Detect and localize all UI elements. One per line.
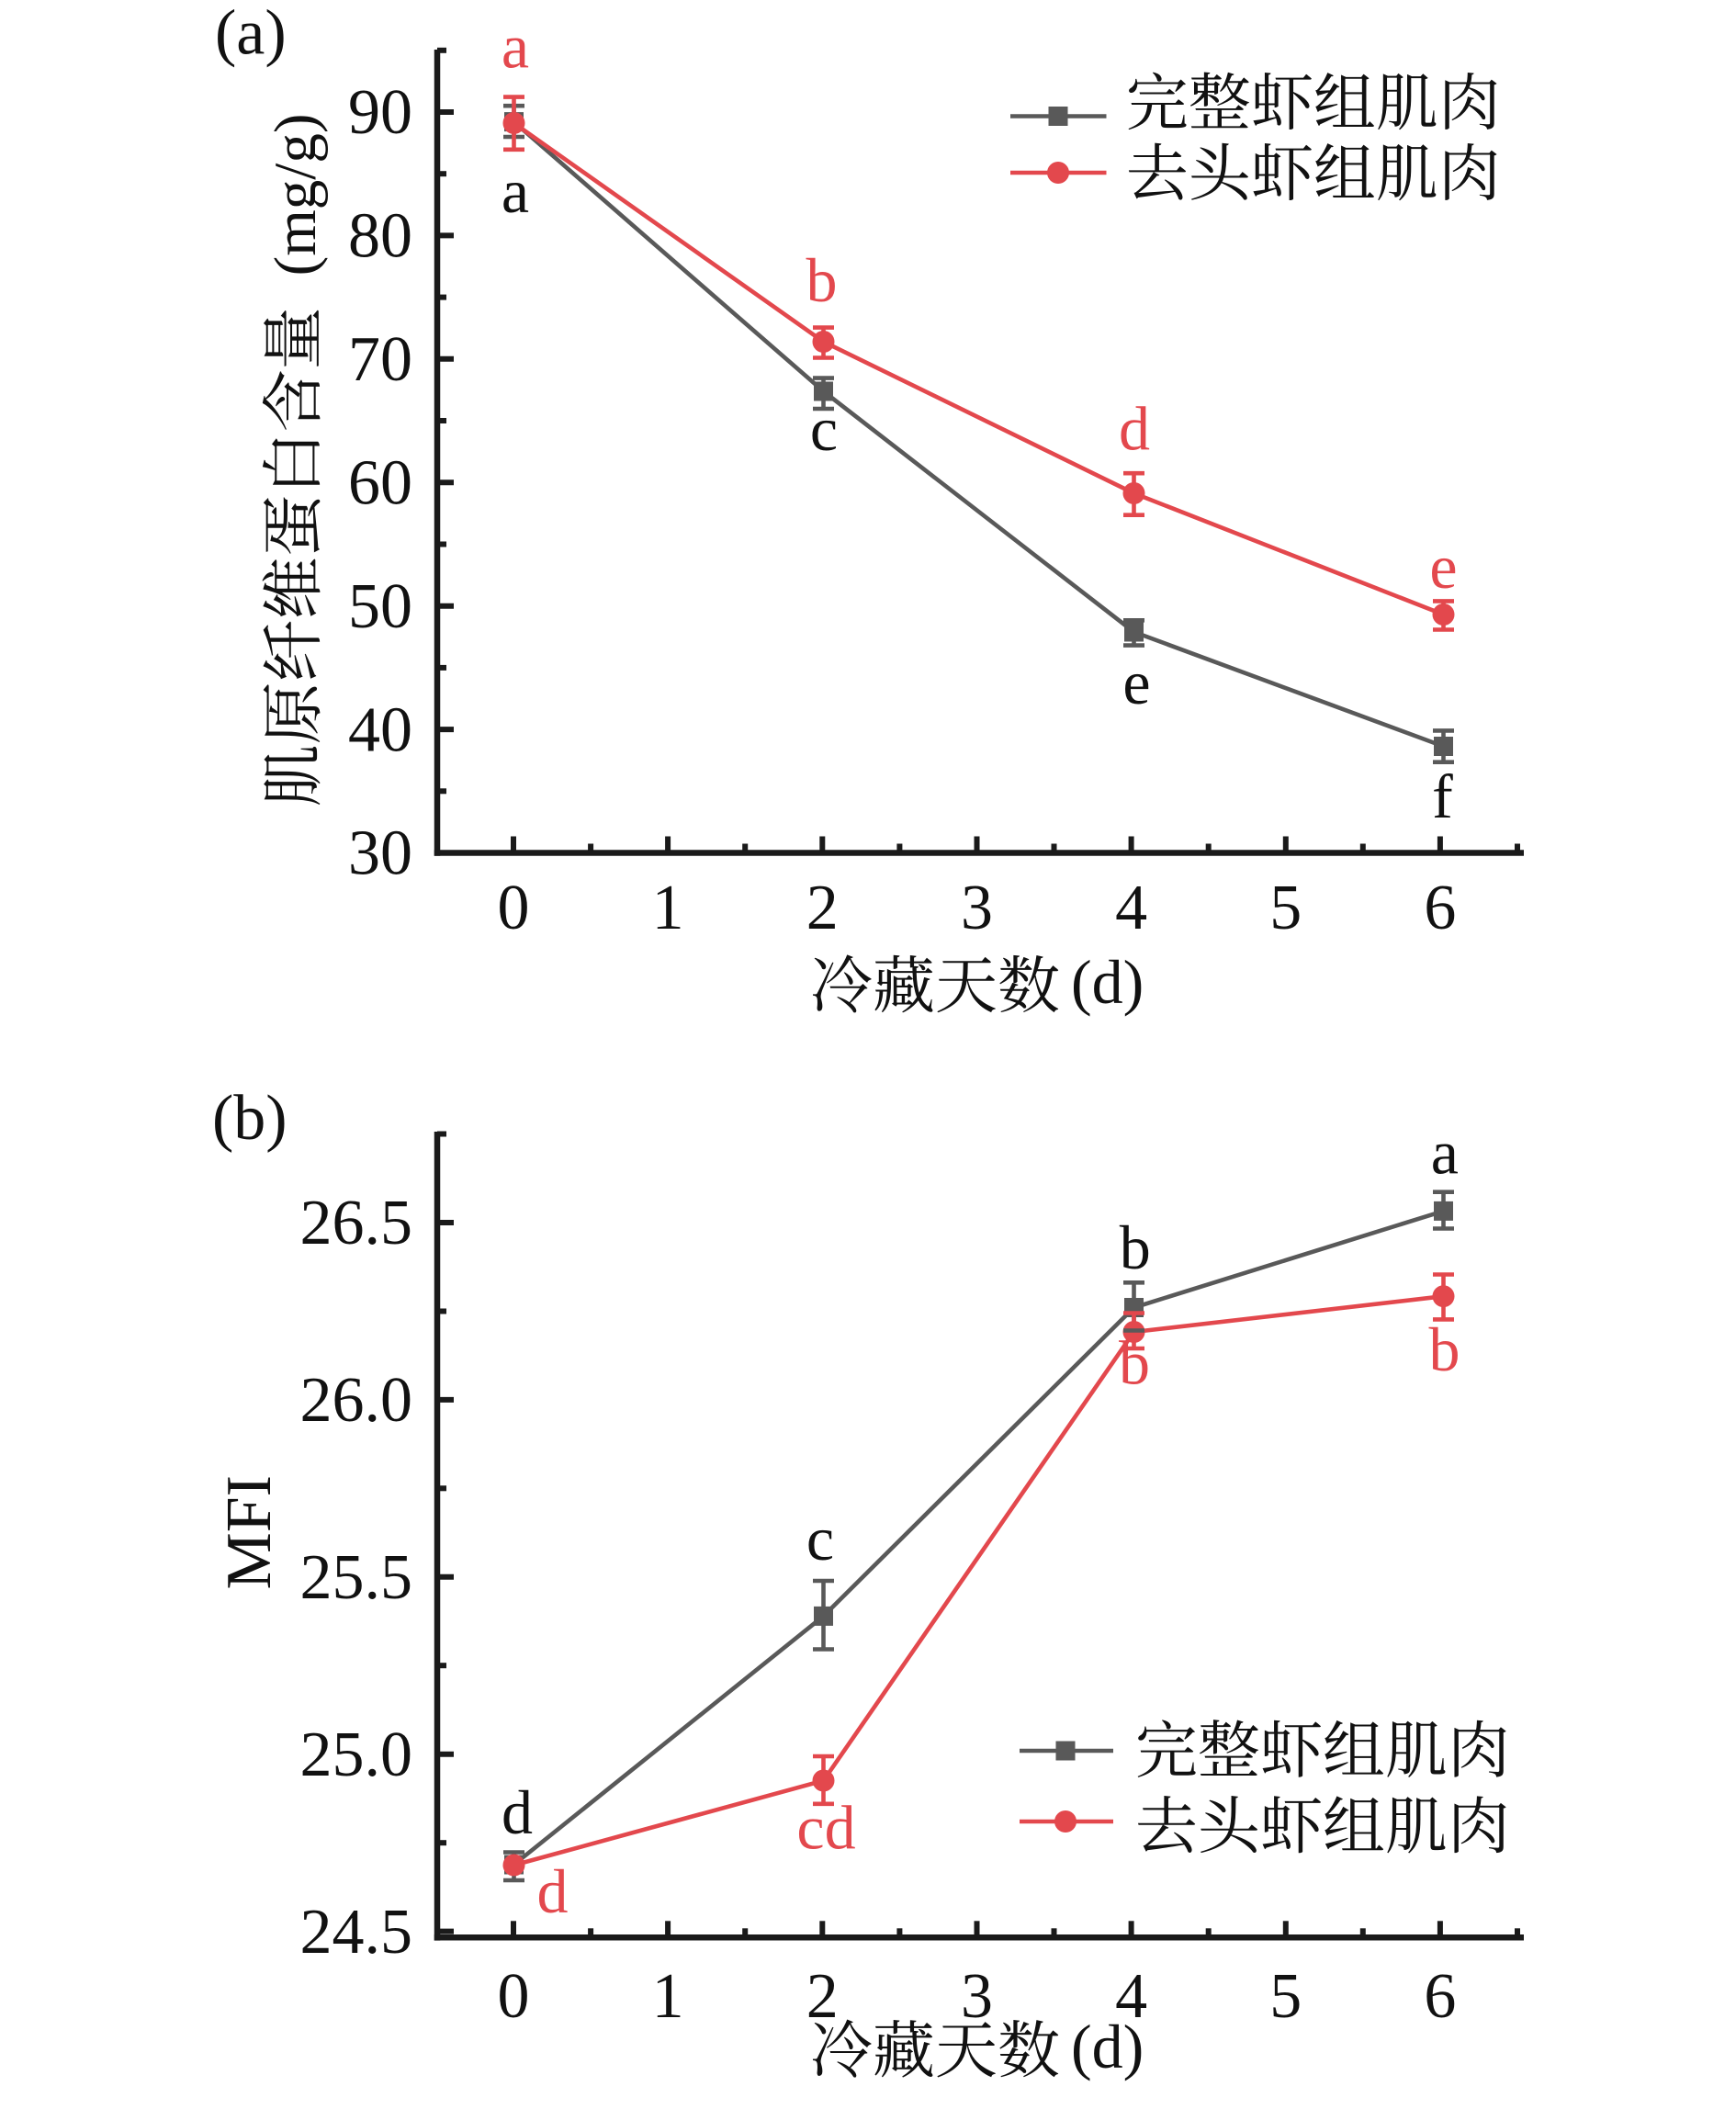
svg-text:2: 2: [806, 1961, 839, 2032]
svg-text:e: e: [1429, 532, 1457, 602]
svg-text:(b): (b): [212, 1083, 287, 1154]
svg-text:5: 5: [1269, 873, 1302, 943]
svg-text:26.5: 26.5: [300, 1188, 413, 1258]
svg-text:0: 0: [498, 1961, 530, 2032]
svg-text:0: 0: [498, 873, 530, 943]
svg-text:6: 6: [1424, 873, 1456, 943]
svg-text:26.0: 26.0: [300, 1365, 413, 1436]
svg-text:(a): (a): [215, 0, 287, 69]
svg-text:80: 80: [348, 201, 412, 272]
svg-text:b: b: [1119, 1328, 1150, 1398]
svg-text:a: a: [502, 156, 529, 226]
svg-text:90: 90: [348, 77, 412, 148]
svg-text:5: 5: [1269, 1961, 1302, 2032]
svg-text:a: a: [1431, 1118, 1459, 1188]
svg-text:60: 60: [348, 447, 412, 518]
svg-text:25.0: 25.0: [300, 1720, 413, 1790]
svg-text:30: 30: [348, 818, 412, 889]
svg-text:a: a: [502, 12, 529, 82]
svg-text:c: c: [806, 1504, 834, 1573]
svg-text:24.5: 24.5: [300, 1897, 413, 1968]
svg-text:(mg/g): (mg/g): [263, 113, 329, 276]
svg-text:(d): (d): [1071, 947, 1144, 1017]
svg-text:e: e: [1122, 648, 1150, 717]
svg-text:1: 1: [652, 873, 684, 943]
svg-text:b: b: [1120, 1212, 1151, 1282]
svg-text:(d): (d): [1071, 2012, 1144, 2081]
svg-text:cd: cd: [796, 1793, 855, 1863]
svg-text:2: 2: [806, 873, 839, 943]
svg-text:40: 40: [348, 694, 412, 765]
svg-text:4: 4: [1115, 873, 1147, 943]
svg-text:3: 3: [961, 1961, 993, 2032]
svg-text:d: d: [537, 1856, 569, 1926]
svg-text:50: 50: [348, 571, 412, 642]
svg-text:3: 3: [961, 873, 993, 943]
svg-text:d: d: [502, 1777, 533, 1847]
svg-text:b: b: [806, 245, 838, 315]
svg-text:d: d: [1119, 394, 1150, 464]
svg-text:6: 6: [1424, 1961, 1456, 2032]
svg-text:1: 1: [652, 1961, 684, 2032]
svg-text:c: c: [810, 394, 838, 464]
svg-text:b: b: [1429, 1314, 1460, 1384]
svg-text:MFI: MFI: [214, 1475, 285, 1589]
svg-text:70: 70: [348, 324, 412, 395]
svg-text:f: f: [1432, 761, 1453, 831]
svg-text:25.5: 25.5: [300, 1542, 413, 1613]
svg-text:4: 4: [1115, 1961, 1147, 2032]
